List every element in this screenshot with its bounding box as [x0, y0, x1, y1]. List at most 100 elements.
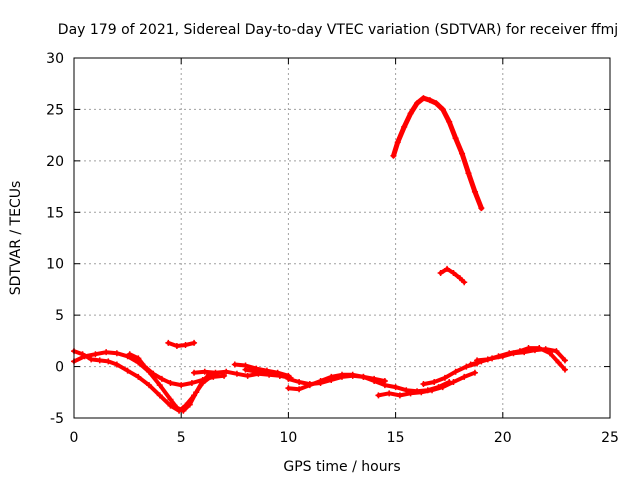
chart-title: Day 179 of 2021, Sidereal Day-to-day VTE…: [58, 22, 618, 38]
data-point: [328, 373, 335, 380]
data-point: [429, 387, 436, 394]
data-point: [401, 123, 408, 130]
data-point: [450, 269, 457, 276]
y-tick-label: 25: [46, 102, 64, 118]
data-point: [418, 389, 425, 396]
series-arc-h: [286, 372, 387, 392]
data-point: [285, 375, 292, 382]
data-point: [317, 377, 324, 384]
data-point: [553, 348, 560, 355]
data-point: [167, 402, 174, 409]
data-point: [176, 407, 183, 414]
data-point: [339, 371, 345, 378]
data-point: [546, 350, 553, 357]
series-arc-l: [475, 346, 567, 372]
x-tick-label: 0: [70, 430, 79, 446]
data-point: [484, 356, 491, 363]
plot-frame: [73, 57, 611, 419]
data-point: [407, 390, 414, 397]
data-point: [285, 385, 292, 392]
data-point: [150, 370, 157, 377]
data-point: [296, 379, 303, 385]
data-point: [463, 363, 470, 370]
data-point: [135, 355, 142, 362]
data-point: [471, 369, 478, 376]
data-point: [433, 100, 440, 107]
data-point: [201, 368, 208, 375]
y-tick-label: 0: [55, 360, 64, 376]
data-point: [79, 351, 86, 358]
grid-layer: [74, 58, 610, 418]
series-arc-small-points: [437, 265, 468, 286]
data-point: [233, 370, 240, 377]
data-point: [394, 139, 401, 146]
data-point: [199, 376, 206, 383]
series-arc-short-5h-points: [165, 339, 198, 349]
data-point: [124, 367, 131, 374]
x-tick-label: 25: [601, 430, 619, 446]
data-point: [349, 371, 356, 378]
data-point: [420, 381, 427, 388]
data-point: [390, 152, 397, 159]
data-point: [525, 345, 532, 352]
data-point: [506, 350, 513, 357]
data-point: [182, 341, 189, 348]
data-point: [167, 396, 174, 403]
data-point: [536, 345, 543, 352]
data-point: [156, 392, 163, 399]
tick-layer: 0 5 10 15 20 25 -5 0 5 10 15 20 25 30: [46, 51, 619, 446]
y-axis-label: SDTVAR / TECUs: [8, 181, 24, 296]
data-point: [223, 368, 230, 375]
data-point: [431, 379, 438, 385]
y-tick-label: 10: [46, 257, 64, 273]
data-point: [146, 382, 153, 389]
series-arc-i-points: [375, 369, 478, 399]
data-point: [465, 170, 472, 177]
series-arc-f-points: [242, 366, 283, 379]
data-point: [381, 377, 388, 384]
series-arc-j-points: [420, 360, 481, 388]
y-tick-label: 15: [46, 205, 64, 221]
data-point: [474, 357, 481, 364]
x-tick-label: 10: [279, 430, 297, 446]
x-tick-label: 5: [177, 430, 186, 446]
data-point: [561, 366, 568, 373]
data-point: [191, 369, 198, 376]
data-point: [471, 188, 478, 195]
data-point: [561, 357, 568, 364]
data-point: [210, 373, 217, 380]
data-point: [441, 374, 448, 381]
data-point: [437, 269, 444, 276]
data-point: [188, 380, 195, 387]
data-point: [242, 366, 249, 373]
data-point: [371, 375, 378, 382]
data-point: [444, 265, 451, 272]
data-point: [456, 275, 463, 282]
data-point: [88, 356, 95, 363]
data-point: [167, 380, 174, 387]
series-arc-peak-points: [390, 95, 485, 212]
data-point: [173, 343, 180, 349]
data-point: [126, 351, 133, 358]
data-point: [105, 358, 112, 365]
data-point: [516, 348, 523, 355]
series-arc-h-points: [285, 371, 388, 393]
data-point: [96, 357, 103, 364]
series-arc-i: [376, 370, 477, 398]
y-tick-label: 5: [55, 308, 64, 324]
data-point: [103, 349, 110, 356]
data-point: [386, 390, 393, 397]
data-point: [459, 150, 466, 157]
series-arc-short-5h: [166, 340, 197, 348]
data-point: [407, 110, 414, 117]
data-point: [392, 384, 399, 391]
series-arc-l-points: [474, 345, 568, 373]
data-point: [306, 382, 313, 389]
data-point: [253, 368, 260, 375]
data-point: [495, 353, 502, 360]
data-point: [92, 351, 99, 358]
data-point: [478, 205, 485, 212]
series-arc-c-points: [126, 351, 228, 389]
data-point: [182, 402, 189, 409]
